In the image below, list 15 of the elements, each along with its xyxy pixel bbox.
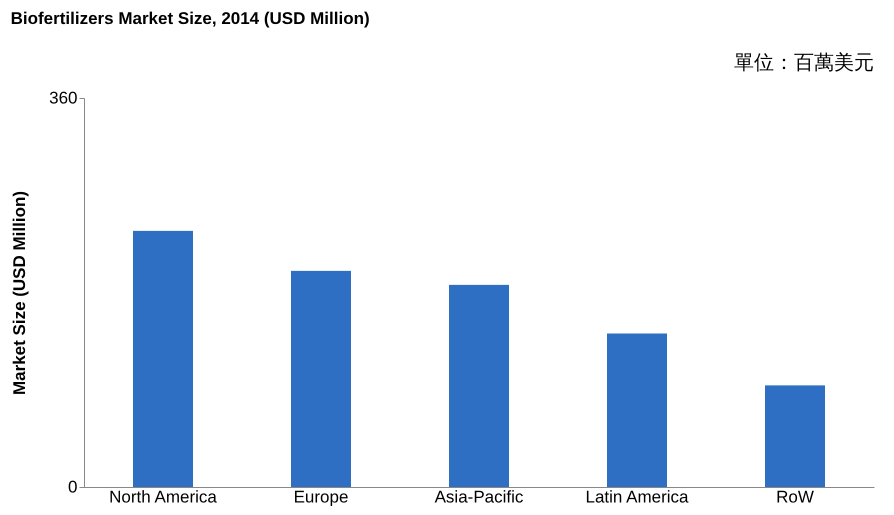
bar: [765, 385, 825, 487]
bar: [449, 284, 509, 487]
text: 單位：百萬美元: [734, 51, 874, 74]
y-axis-title: Market Size (USD Million): [10, 190, 30, 396]
bar: [607, 334, 667, 487]
x-tick-label: RoW: [776, 488, 814, 506]
chart-title: Biofertilizers Market Size, 2014 (USD Million): [10, 9, 370, 28]
x-tick-label: Latin America: [586, 488, 690, 506]
y-tick-label: 0: [68, 478, 78, 496]
x-tick-label: North America: [109, 488, 218, 506]
y-tick-label: 360: [49, 88, 78, 108]
x-tick-label: Asia-Pacific: [434, 488, 524, 506]
bar: [133, 230, 193, 487]
x-tick-label: Europe: [294, 488, 348, 506]
bar: [291, 270, 351, 487]
